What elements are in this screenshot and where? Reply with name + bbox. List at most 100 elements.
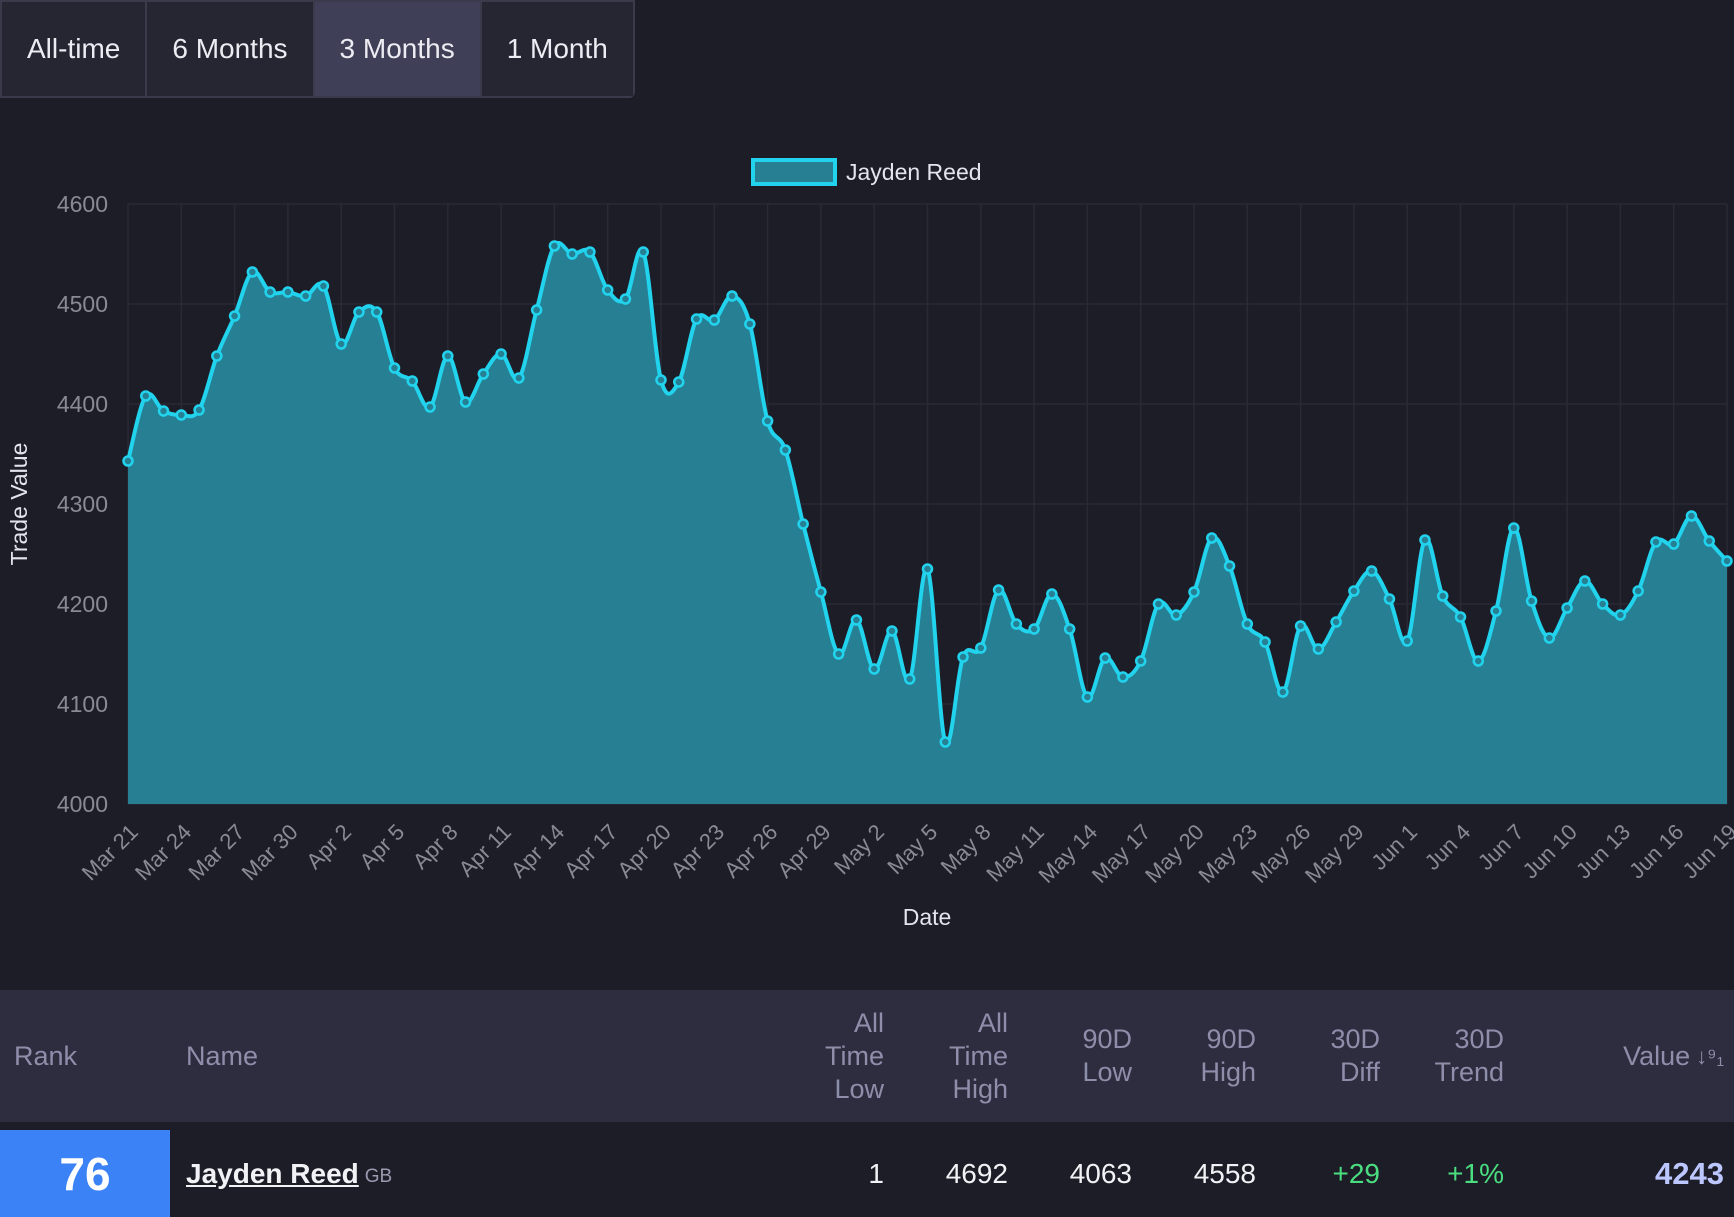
header-value[interactable]: Value ↓⁹₁ bbox=[1623, 1040, 1724, 1071]
data-point-31[interactable] bbox=[673, 376, 685, 388]
data-point-77[interactable] bbox=[1490, 605, 1502, 617]
data-point-74[interactable] bbox=[1436, 590, 1449, 602]
data-point-12[interactable] bbox=[335, 338, 347, 350]
data-point-19[interactable] bbox=[459, 396, 472, 408]
data-point-65[interactable] bbox=[1277, 686, 1289, 698]
data-point-83[interactable] bbox=[1596, 598, 1609, 610]
data-point-27[interactable] bbox=[601, 284, 614, 296]
data-point-24[interactable] bbox=[548, 240, 561, 252]
legend[interactable]: Jayden Reed bbox=[751, 158, 982, 186]
data-point-29[interactable] bbox=[637, 246, 649, 258]
player-name-link[interactable]: Jayden Reed bbox=[186, 1157, 359, 1189]
data-point-7[interactable] bbox=[246, 266, 259, 278]
header-30d-trend[interactable]: 30D Trend bbox=[1434, 1024, 1504, 1087]
header-all-time-high[interactable]: All Time High bbox=[949, 1007, 1008, 1104]
data-point-33[interactable] bbox=[708, 314, 721, 326]
data-point-71[interactable] bbox=[1383, 593, 1396, 605]
data-point-84[interactable] bbox=[1614, 609, 1627, 621]
data-point-30[interactable] bbox=[655, 374, 667, 386]
data-point-68[interactable] bbox=[1330, 616, 1342, 628]
data-point-47[interactable] bbox=[957, 651, 969, 663]
data-point-66[interactable] bbox=[1294, 620, 1307, 632]
data-point-26[interactable] bbox=[584, 246, 596, 258]
data-point-45[interactable] bbox=[921, 563, 934, 575]
data-point-20[interactable] bbox=[477, 368, 490, 380]
data-point-89[interactable] bbox=[1703, 535, 1715, 547]
data-point-40[interactable] bbox=[832, 648, 845, 660]
header-30d-diff[interactable]: 30D Diff bbox=[1330, 1024, 1380, 1087]
data-point-60[interactable] bbox=[1188, 586, 1200, 598]
data-point-79[interactable] bbox=[1525, 595, 1538, 607]
data-point-32[interactable] bbox=[690, 313, 703, 325]
data-point-3[interactable] bbox=[175, 409, 188, 421]
data-point-28[interactable] bbox=[619, 293, 632, 305]
data-point-75[interactable] bbox=[1454, 611, 1467, 623]
data-point-44[interactable] bbox=[903, 673, 916, 685]
header-rank[interactable]: Rank bbox=[14, 1040, 78, 1071]
header-all-time-low[interactable]: All Time Low bbox=[825, 1007, 884, 1104]
tab-6-months[interactable]: 6 Months bbox=[147, 2, 315, 96]
data-point-49[interactable] bbox=[992, 584, 1005, 596]
data-point-56[interactable] bbox=[1117, 671, 1129, 683]
data-point-14[interactable] bbox=[370, 306, 383, 318]
data-point-38[interactable] bbox=[797, 518, 809, 530]
data-point-54[interactable] bbox=[1081, 691, 1094, 703]
data-point-42[interactable] bbox=[868, 663, 880, 675]
data-point-59[interactable] bbox=[1170, 609, 1182, 621]
data-point-36[interactable] bbox=[761, 415, 774, 427]
tab-3-months[interactable]: 3 Months bbox=[314, 2, 482, 96]
data-point-52[interactable] bbox=[1046, 588, 1058, 600]
data-point-21[interactable] bbox=[495, 348, 507, 360]
header-90d-low[interactable]: 90D Low bbox=[1082, 1024, 1132, 1087]
header-name[interactable]: Name bbox=[186, 1040, 259, 1071]
data-point-58[interactable] bbox=[1152, 598, 1165, 610]
data-point-41[interactable] bbox=[850, 614, 863, 626]
data-point-25[interactable] bbox=[566, 248, 578, 260]
data-point-73[interactable] bbox=[1419, 534, 1431, 546]
data-point-57[interactable] bbox=[1134, 655, 1147, 667]
tab-1-month[interactable]: 1 Month bbox=[481, 2, 633, 96]
data-point-81[interactable] bbox=[1561, 602, 1573, 614]
data-point-22[interactable] bbox=[513, 372, 525, 384]
data-point-51[interactable] bbox=[1028, 623, 1040, 635]
data-point-9[interactable] bbox=[282, 286, 294, 298]
data-point-34[interactable] bbox=[726, 290, 738, 302]
data-point-82[interactable] bbox=[1579, 575, 1591, 587]
sort-descending-icon[interactable]: ↓⁹₁ bbox=[1696, 1043, 1724, 1069]
data-point-48[interactable] bbox=[975, 642, 987, 654]
data-point-8[interactable] bbox=[264, 286, 276, 298]
data-point-6[interactable] bbox=[228, 310, 241, 322]
data-point-78[interactable] bbox=[1508, 522, 1520, 534]
data-point-67[interactable] bbox=[1312, 643, 1325, 655]
data-point-61[interactable] bbox=[1206, 532, 1218, 544]
data-point-90[interactable] bbox=[1721, 555, 1733, 567]
data-point-10[interactable] bbox=[299, 290, 312, 302]
data-point-63[interactable] bbox=[1241, 618, 1254, 630]
data-point-46[interactable] bbox=[939, 736, 952, 748]
data-point-50[interactable] bbox=[1010, 618, 1023, 630]
data-point-55[interactable] bbox=[1099, 652, 1111, 664]
data-point-39[interactable] bbox=[815, 586, 827, 598]
data-point-64[interactable] bbox=[1259, 636, 1271, 648]
data-point-88[interactable] bbox=[1685, 510, 1698, 522]
data-point-11[interactable] bbox=[317, 280, 330, 292]
data-point-18[interactable] bbox=[442, 350, 454, 362]
data-point-76[interactable] bbox=[1472, 655, 1485, 667]
data-point-62[interactable] bbox=[1223, 560, 1236, 572]
data-point-72[interactable] bbox=[1401, 635, 1413, 647]
data-point-4[interactable] bbox=[193, 404, 205, 416]
data-point-80[interactable] bbox=[1543, 632, 1556, 644]
data-point-23[interactable] bbox=[530, 304, 543, 316]
data-point-15[interactable] bbox=[388, 362, 401, 374]
data-point-16[interactable] bbox=[406, 375, 419, 387]
tab-all-time[interactable]: All-time bbox=[2, 2, 148, 96]
data-point-13[interactable] bbox=[353, 306, 365, 318]
data-point-0[interactable] bbox=[122, 455, 134, 467]
data-point-69[interactable] bbox=[1348, 585, 1360, 597]
data-point-70[interactable] bbox=[1365, 565, 1378, 577]
data-point-35[interactable] bbox=[744, 318, 756, 330]
data-point-1[interactable] bbox=[140, 390, 152, 402]
data-point-87[interactable] bbox=[1667, 538, 1680, 550]
data-point-17[interactable] bbox=[424, 401, 436, 413]
data-point-53[interactable] bbox=[1063, 623, 1076, 635]
